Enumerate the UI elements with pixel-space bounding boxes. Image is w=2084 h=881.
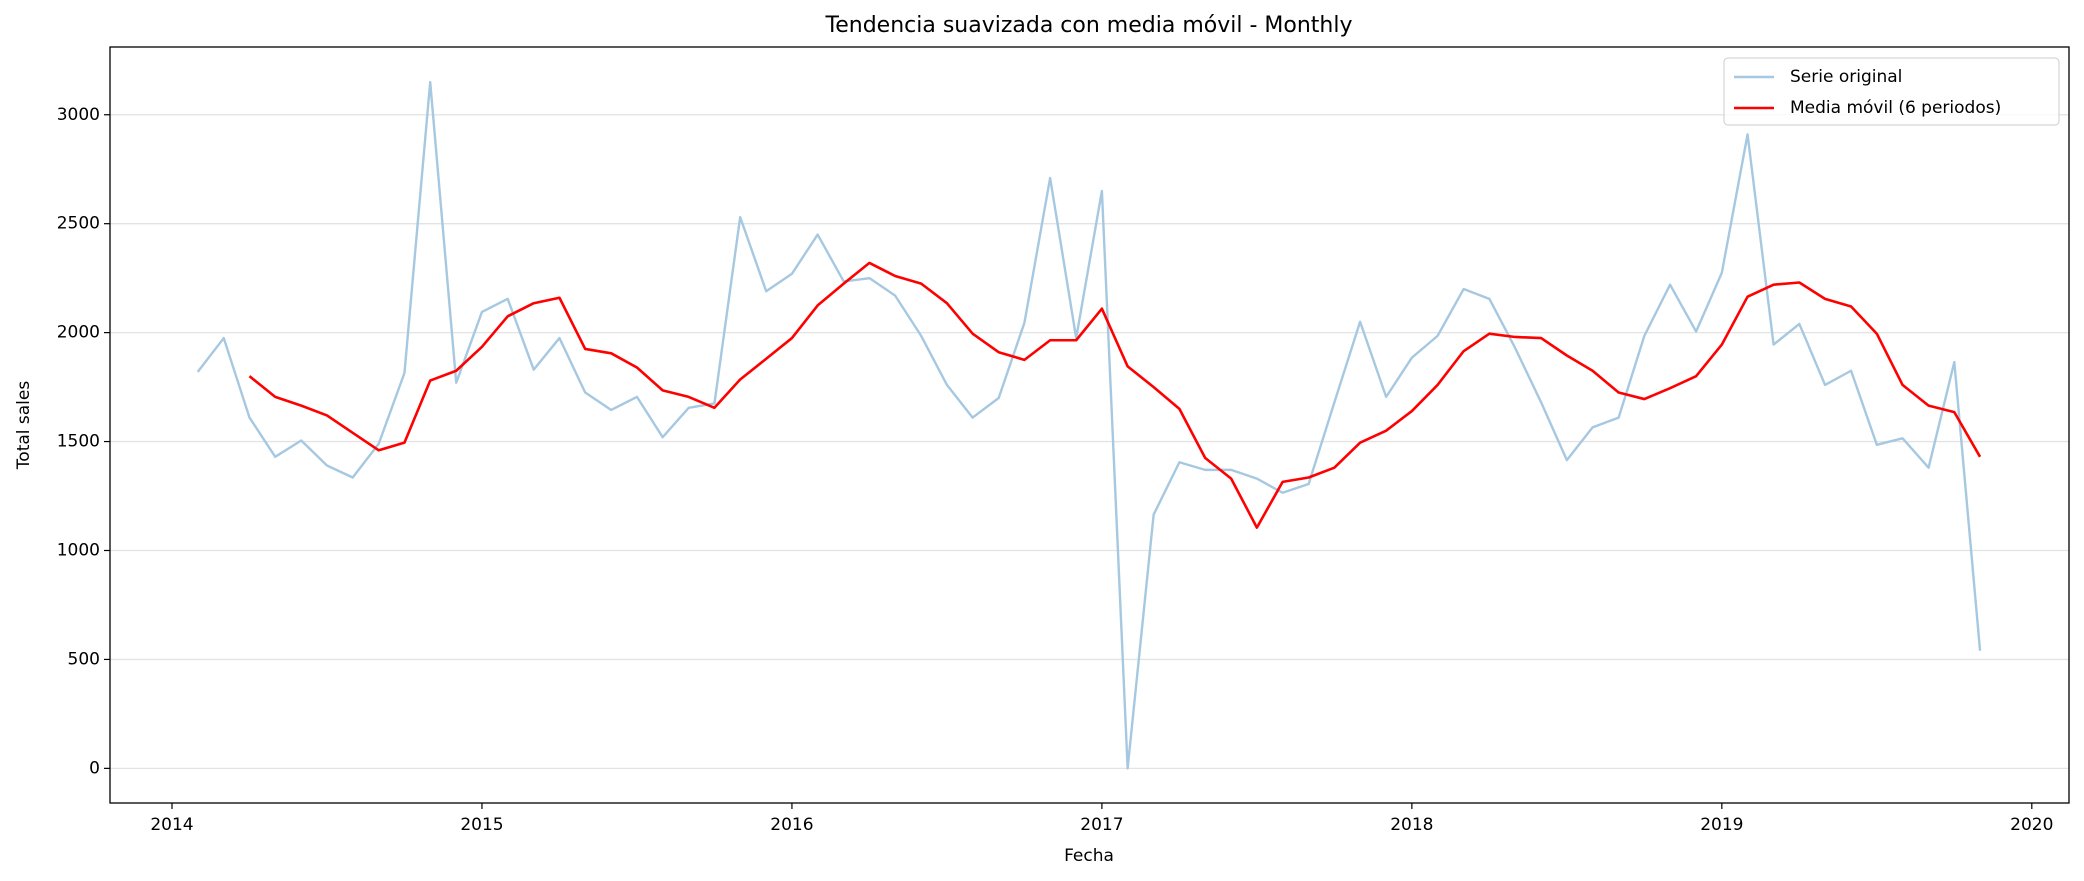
y-tick-label: 0 xyxy=(89,758,100,778)
plot-frame xyxy=(109,46,2070,804)
legend-label: Serie original xyxy=(1790,67,1902,87)
y-tick-label: 2500 xyxy=(57,214,100,234)
series-line xyxy=(248,261,1982,529)
y-axis-label: Total sales xyxy=(14,381,34,471)
x-tick-label: 2017 xyxy=(1080,815,1123,835)
y-tick-label: 1000 xyxy=(57,540,100,560)
x-tick-label: 2018 xyxy=(1390,815,1433,835)
legend-box xyxy=(1723,57,2060,126)
y-tick-label: 500 xyxy=(68,649,100,669)
series-line xyxy=(196,80,1982,770)
x-tick-label: 2015 xyxy=(460,815,503,835)
x-tick-label: 2020 xyxy=(2010,815,2053,835)
y-tick-label: 3000 xyxy=(57,105,100,125)
x-tick-label: 2016 xyxy=(770,815,813,835)
x-axis-label: Fecha xyxy=(1064,846,1114,866)
x-tick-label: 2014 xyxy=(150,815,193,835)
x-tick-label: 2019 xyxy=(1700,815,1743,835)
chart-title: Tendencia suavizada con media móvil - Mo… xyxy=(825,13,1353,38)
y-tick-label: 1500 xyxy=(57,432,100,452)
legend-label: Media móvil (6 periodos) xyxy=(1790,98,2001,118)
y-tick-label: 2000 xyxy=(57,323,100,343)
